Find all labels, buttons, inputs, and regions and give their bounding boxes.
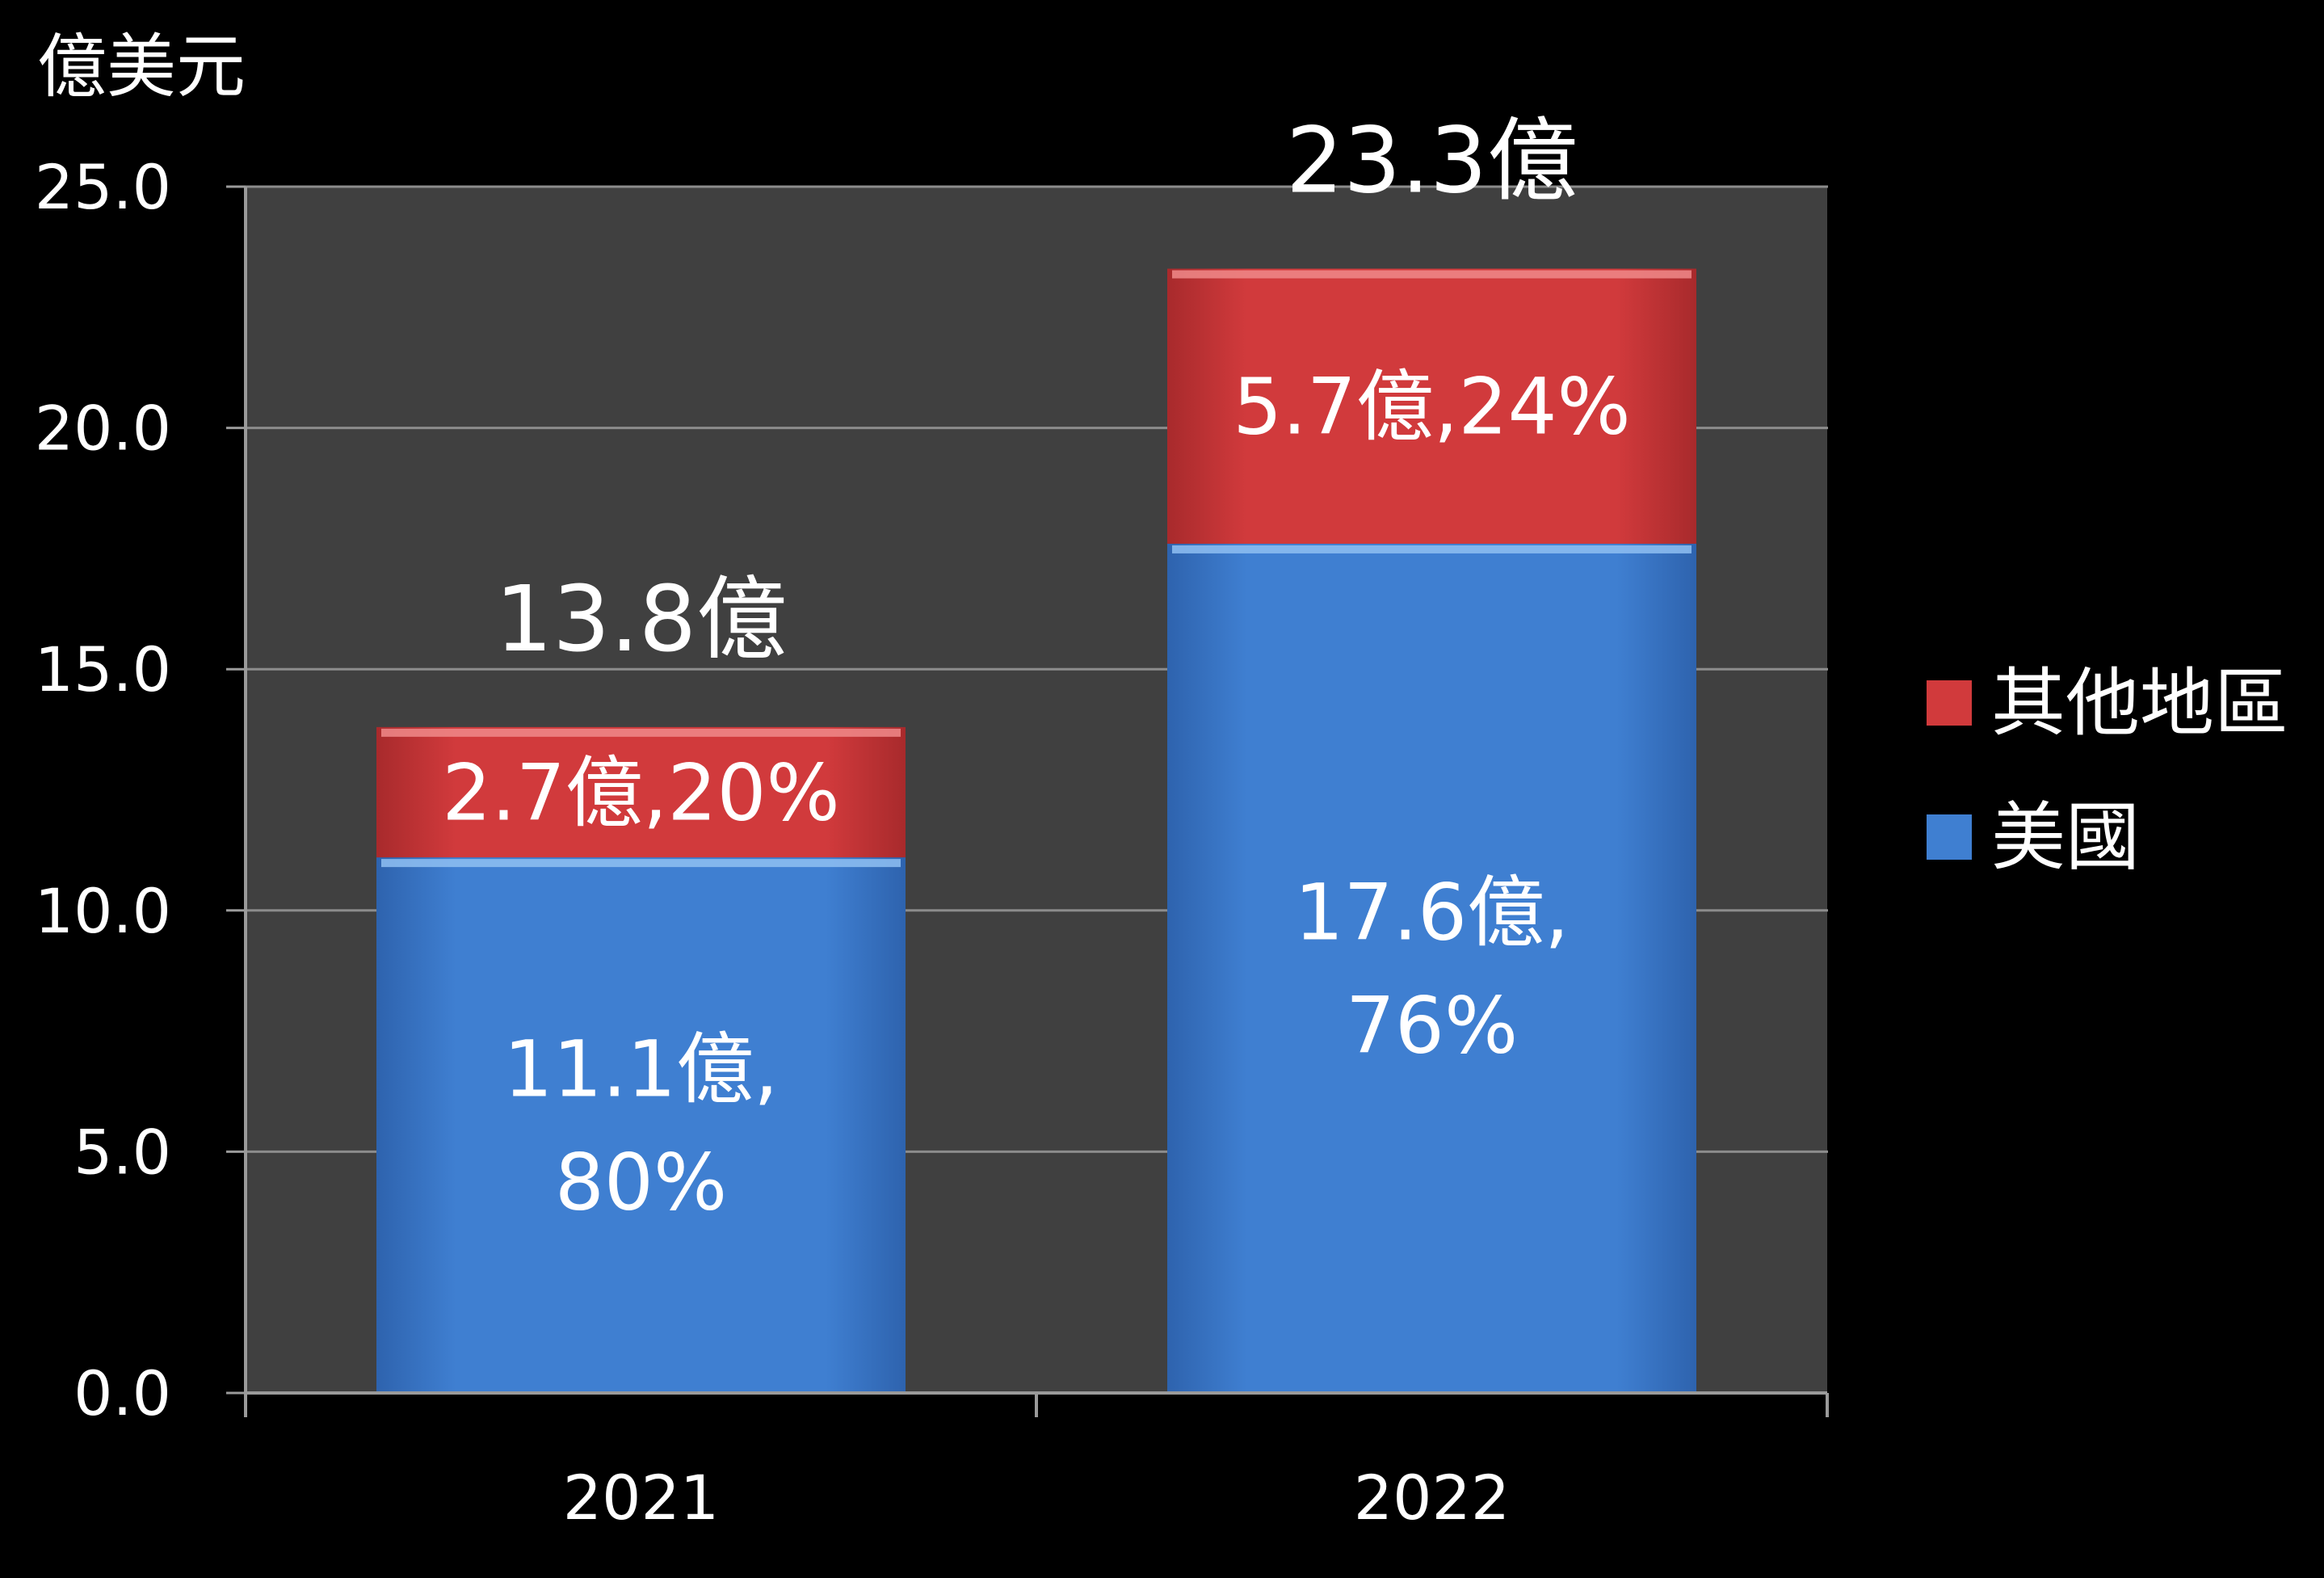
bar-segment-other <box>376 726 906 858</box>
bar-segment-us <box>1167 543 1696 1393</box>
legend-swatch <box>1927 680 1972 726</box>
segment-data-label: 80% <box>555 1138 727 1228</box>
bar-segment-other <box>1167 268 1696 544</box>
bar-segment-highlight <box>1172 270 1692 279</box>
segment-data-label: 5.7億,24% <box>1233 362 1631 452</box>
y-tick-label: 10.0 <box>35 875 171 947</box>
y-axis-label: 億美元 <box>37 27 246 107</box>
y-tick-label: 25.0 <box>35 151 171 223</box>
x-tick-label: 2021 <box>563 1462 719 1534</box>
y-tick-label: 0.0 <box>74 1357 171 1429</box>
segment-data-label: 17.6億, <box>1294 867 1569 957</box>
legend-label: 其他地區 <box>1991 660 2288 747</box>
legend-label: 美國 <box>1991 794 2140 881</box>
segment-data-label: 2.7億,20% <box>442 747 840 838</box>
total-data-label: 23.3億 <box>1286 109 1578 214</box>
segment-data-label: 11.1億, <box>503 1025 778 1115</box>
legend-swatch <box>1927 814 1972 860</box>
y-tick-label: 20.0 <box>35 393 171 465</box>
y-tick-label: 5.0 <box>74 1116 171 1188</box>
x-tick-label: 2022 <box>1354 1462 1510 1534</box>
bar-segment-highlight <box>381 728 901 737</box>
y-tick-label: 15.0 <box>35 633 171 705</box>
total-data-label: 13.8億 <box>495 567 787 672</box>
segment-data-label: 76% <box>1346 980 1518 1071</box>
bar-segment-highlight <box>1172 545 1692 553</box>
bar-segment-us <box>376 857 906 1393</box>
bar-segment-highlight <box>381 859 901 868</box>
